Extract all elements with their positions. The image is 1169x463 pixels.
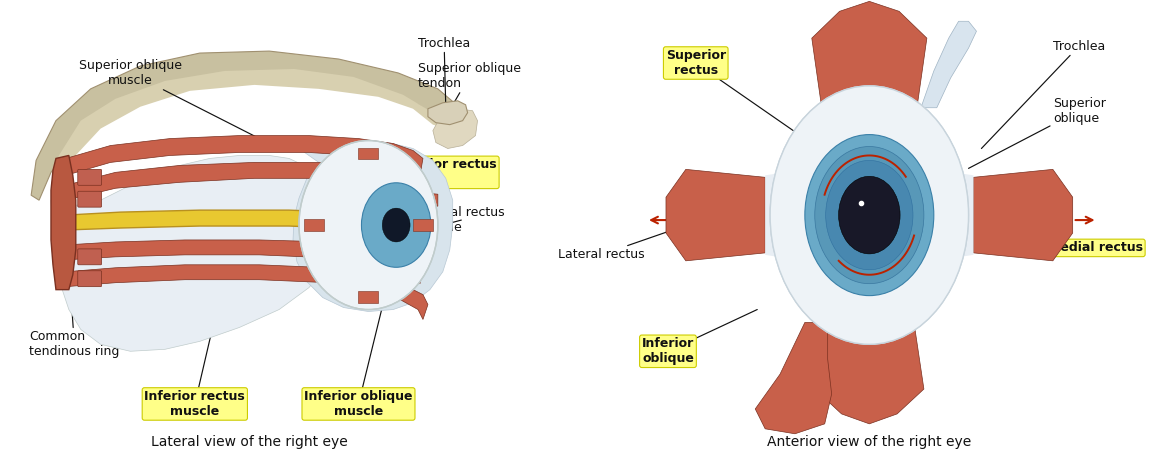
Ellipse shape: [770, 86, 969, 344]
Text: Superior oblique
muscle: Superior oblique muscle: [78, 59, 269, 144]
Ellipse shape: [804, 135, 934, 295]
Polygon shape: [815, 322, 924, 424]
Polygon shape: [359, 148, 379, 159]
Polygon shape: [51, 69, 445, 185]
Polygon shape: [65, 163, 420, 202]
Text: Inferior
oblique: Inferior oblique: [642, 310, 758, 365]
Polygon shape: [428, 101, 468, 125]
Text: Lateral rectus: Lateral rectus: [558, 215, 715, 261]
Polygon shape: [304, 219, 324, 231]
FancyBboxPatch shape: [78, 169, 102, 185]
Polygon shape: [51, 156, 76, 290]
Text: Common
tendinous ring: Common tendinous ring: [29, 222, 119, 358]
FancyBboxPatch shape: [78, 191, 102, 207]
Polygon shape: [419, 192, 438, 206]
Polygon shape: [293, 141, 452, 312]
Polygon shape: [961, 173, 974, 257]
Polygon shape: [811, 1, 927, 108]
Text: Trochlea: Trochlea: [982, 40, 1105, 149]
FancyBboxPatch shape: [78, 271, 102, 287]
Text: Anterior view of the right eye: Anterior view of the right eye: [767, 435, 971, 449]
Text: Superior
oblique: Superior oblique: [969, 97, 1106, 169]
Text: Superior oblique
tendon: Superior oblique tendon: [419, 62, 521, 131]
Ellipse shape: [825, 160, 913, 270]
Polygon shape: [65, 210, 339, 230]
Polygon shape: [666, 169, 766, 261]
Ellipse shape: [770, 86, 969, 344]
Text: Lateral rectus
muscle: Lateral rectus muscle: [419, 206, 505, 234]
Text: Trochlea: Trochlea: [419, 37, 470, 107]
Polygon shape: [413, 219, 433, 231]
Text: Medial rectus: Medial rectus: [978, 215, 1143, 254]
Text: Inferior rectus
muscle: Inferior rectus muscle: [145, 255, 245, 418]
Polygon shape: [433, 109, 477, 149]
Text: Superior
rectus: Superior rectus: [665, 49, 815, 145]
Text: Inferior oblique
muscle: Inferior oblique muscle: [304, 283, 413, 418]
Ellipse shape: [361, 183, 431, 267]
Polygon shape: [822, 307, 916, 322]
Polygon shape: [359, 291, 379, 303]
Ellipse shape: [382, 208, 410, 242]
Polygon shape: [65, 136, 423, 175]
Ellipse shape: [815, 146, 924, 284]
Polygon shape: [755, 322, 831, 434]
Polygon shape: [921, 21, 976, 108]
Text: Inferior
rectus: Inferior rectus: [850, 294, 902, 365]
Text: Lateral view of the right eye: Lateral view of the right eye: [151, 435, 347, 449]
Polygon shape: [766, 173, 779, 257]
Polygon shape: [818, 108, 921, 124]
Polygon shape: [974, 169, 1073, 261]
Text: Superior rectus
muscle: Superior rectus muscle: [388, 158, 497, 192]
Ellipse shape: [838, 176, 900, 254]
Polygon shape: [51, 156, 340, 351]
Polygon shape: [32, 51, 459, 200]
Polygon shape: [65, 240, 423, 284]
Ellipse shape: [299, 141, 438, 310]
FancyBboxPatch shape: [78, 249, 102, 265]
Polygon shape: [65, 265, 428, 319]
